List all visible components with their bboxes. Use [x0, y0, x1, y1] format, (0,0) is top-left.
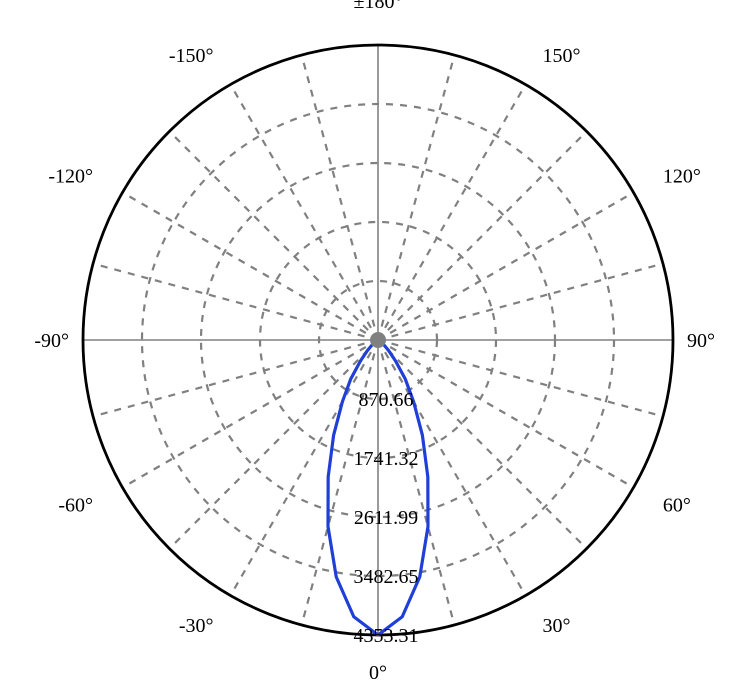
angle-label: -60°	[58, 495, 93, 517]
grid-ray	[378, 131, 587, 340]
grid-ray	[93, 264, 378, 340]
grid-ray	[123, 193, 378, 341]
angle-label: 90°	[687, 330, 715, 352]
radial-label: 870.66	[359, 389, 414, 411]
angle-label: ±180°	[354, 0, 403, 13]
grid-ray	[93, 340, 378, 416]
grid-ray	[169, 131, 378, 340]
polar-svg: 0° 30° 60° 90° 120° 150° ±180° -150° -120° -90° -6…	[0, 0, 756, 680]
angle-label: 30°	[543, 615, 571, 637]
angle-label: -90°	[34, 330, 69, 352]
grid-ray	[378, 85, 526, 340]
grid-ray	[169, 340, 378, 549]
radial-label: 2611.99	[354, 507, 418, 529]
angle-label: 120°	[663, 166, 701, 188]
radial-label: 4353.31	[354, 625, 419, 647]
center-dot	[370, 332, 386, 348]
radial-label: 3482.65	[354, 566, 419, 588]
angle-label: -30°	[179, 615, 214, 637]
grid-ray	[378, 55, 454, 340]
angle-label: 150°	[543, 45, 581, 67]
grid-ray	[231, 85, 379, 340]
grid-ray	[378, 264, 663, 340]
angle-label: -120°	[48, 166, 93, 188]
grid-ray	[378, 340, 663, 416]
radial-label: 1741.32	[354, 448, 419, 470]
polar-chart: 0° 30° 60° 90° 120° 150° ±180° -150° -120° -90° -6…	[0, 0, 756, 680]
angle-label: 0°	[369, 662, 387, 680]
angle-label: 60°	[663, 495, 691, 517]
grid-ray	[378, 193, 633, 341]
grid-ray	[302, 55, 378, 340]
angle-label: -150°	[169, 45, 214, 67]
